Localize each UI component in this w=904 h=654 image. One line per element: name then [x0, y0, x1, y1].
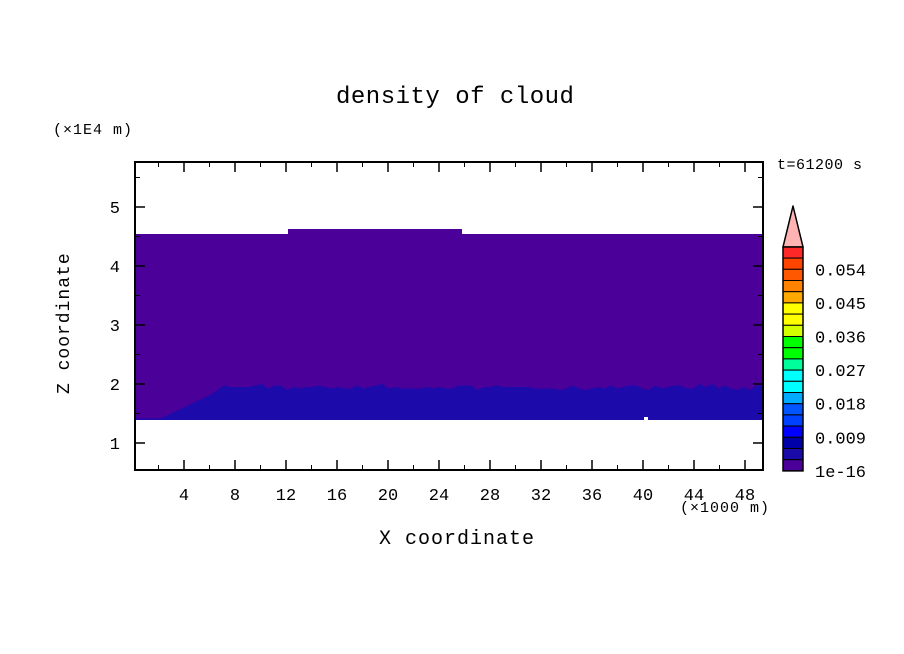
svg-text:0.027: 0.027 — [815, 363, 866, 382]
svg-text:8: 8 — [230, 487, 240, 506]
svg-text:0.045: 0.045 — [815, 296, 866, 315]
svg-text:48: 48 — [735, 487, 755, 506]
svg-text:0.054: 0.054 — [815, 262, 866, 281]
svg-text:0.009: 0.009 — [815, 430, 866, 449]
svg-text:0.018: 0.018 — [815, 397, 866, 416]
svg-text:24: 24 — [429, 487, 449, 506]
svg-text:12: 12 — [276, 487, 296, 506]
svg-text:28: 28 — [480, 487, 500, 506]
svg-text:1e-16: 1e-16 — [815, 464, 866, 483]
svg-text:0.036: 0.036 — [815, 330, 866, 349]
svg-text:3: 3 — [110, 318, 120, 337]
svg-text:2: 2 — [110, 377, 120, 396]
svg-text:20: 20 — [378, 487, 398, 506]
svg-text:4: 4 — [110, 259, 120, 278]
svg-text:1: 1 — [110, 436, 120, 455]
svg-text:44: 44 — [684, 487, 704, 506]
svg-text:36: 36 — [582, 487, 602, 506]
svg-text:16: 16 — [327, 487, 347, 506]
svg-text:5: 5 — [110, 200, 120, 219]
svg-text:40: 40 — [633, 487, 653, 506]
svg-text:4: 4 — [179, 487, 189, 506]
svg-text:32: 32 — [531, 487, 551, 506]
